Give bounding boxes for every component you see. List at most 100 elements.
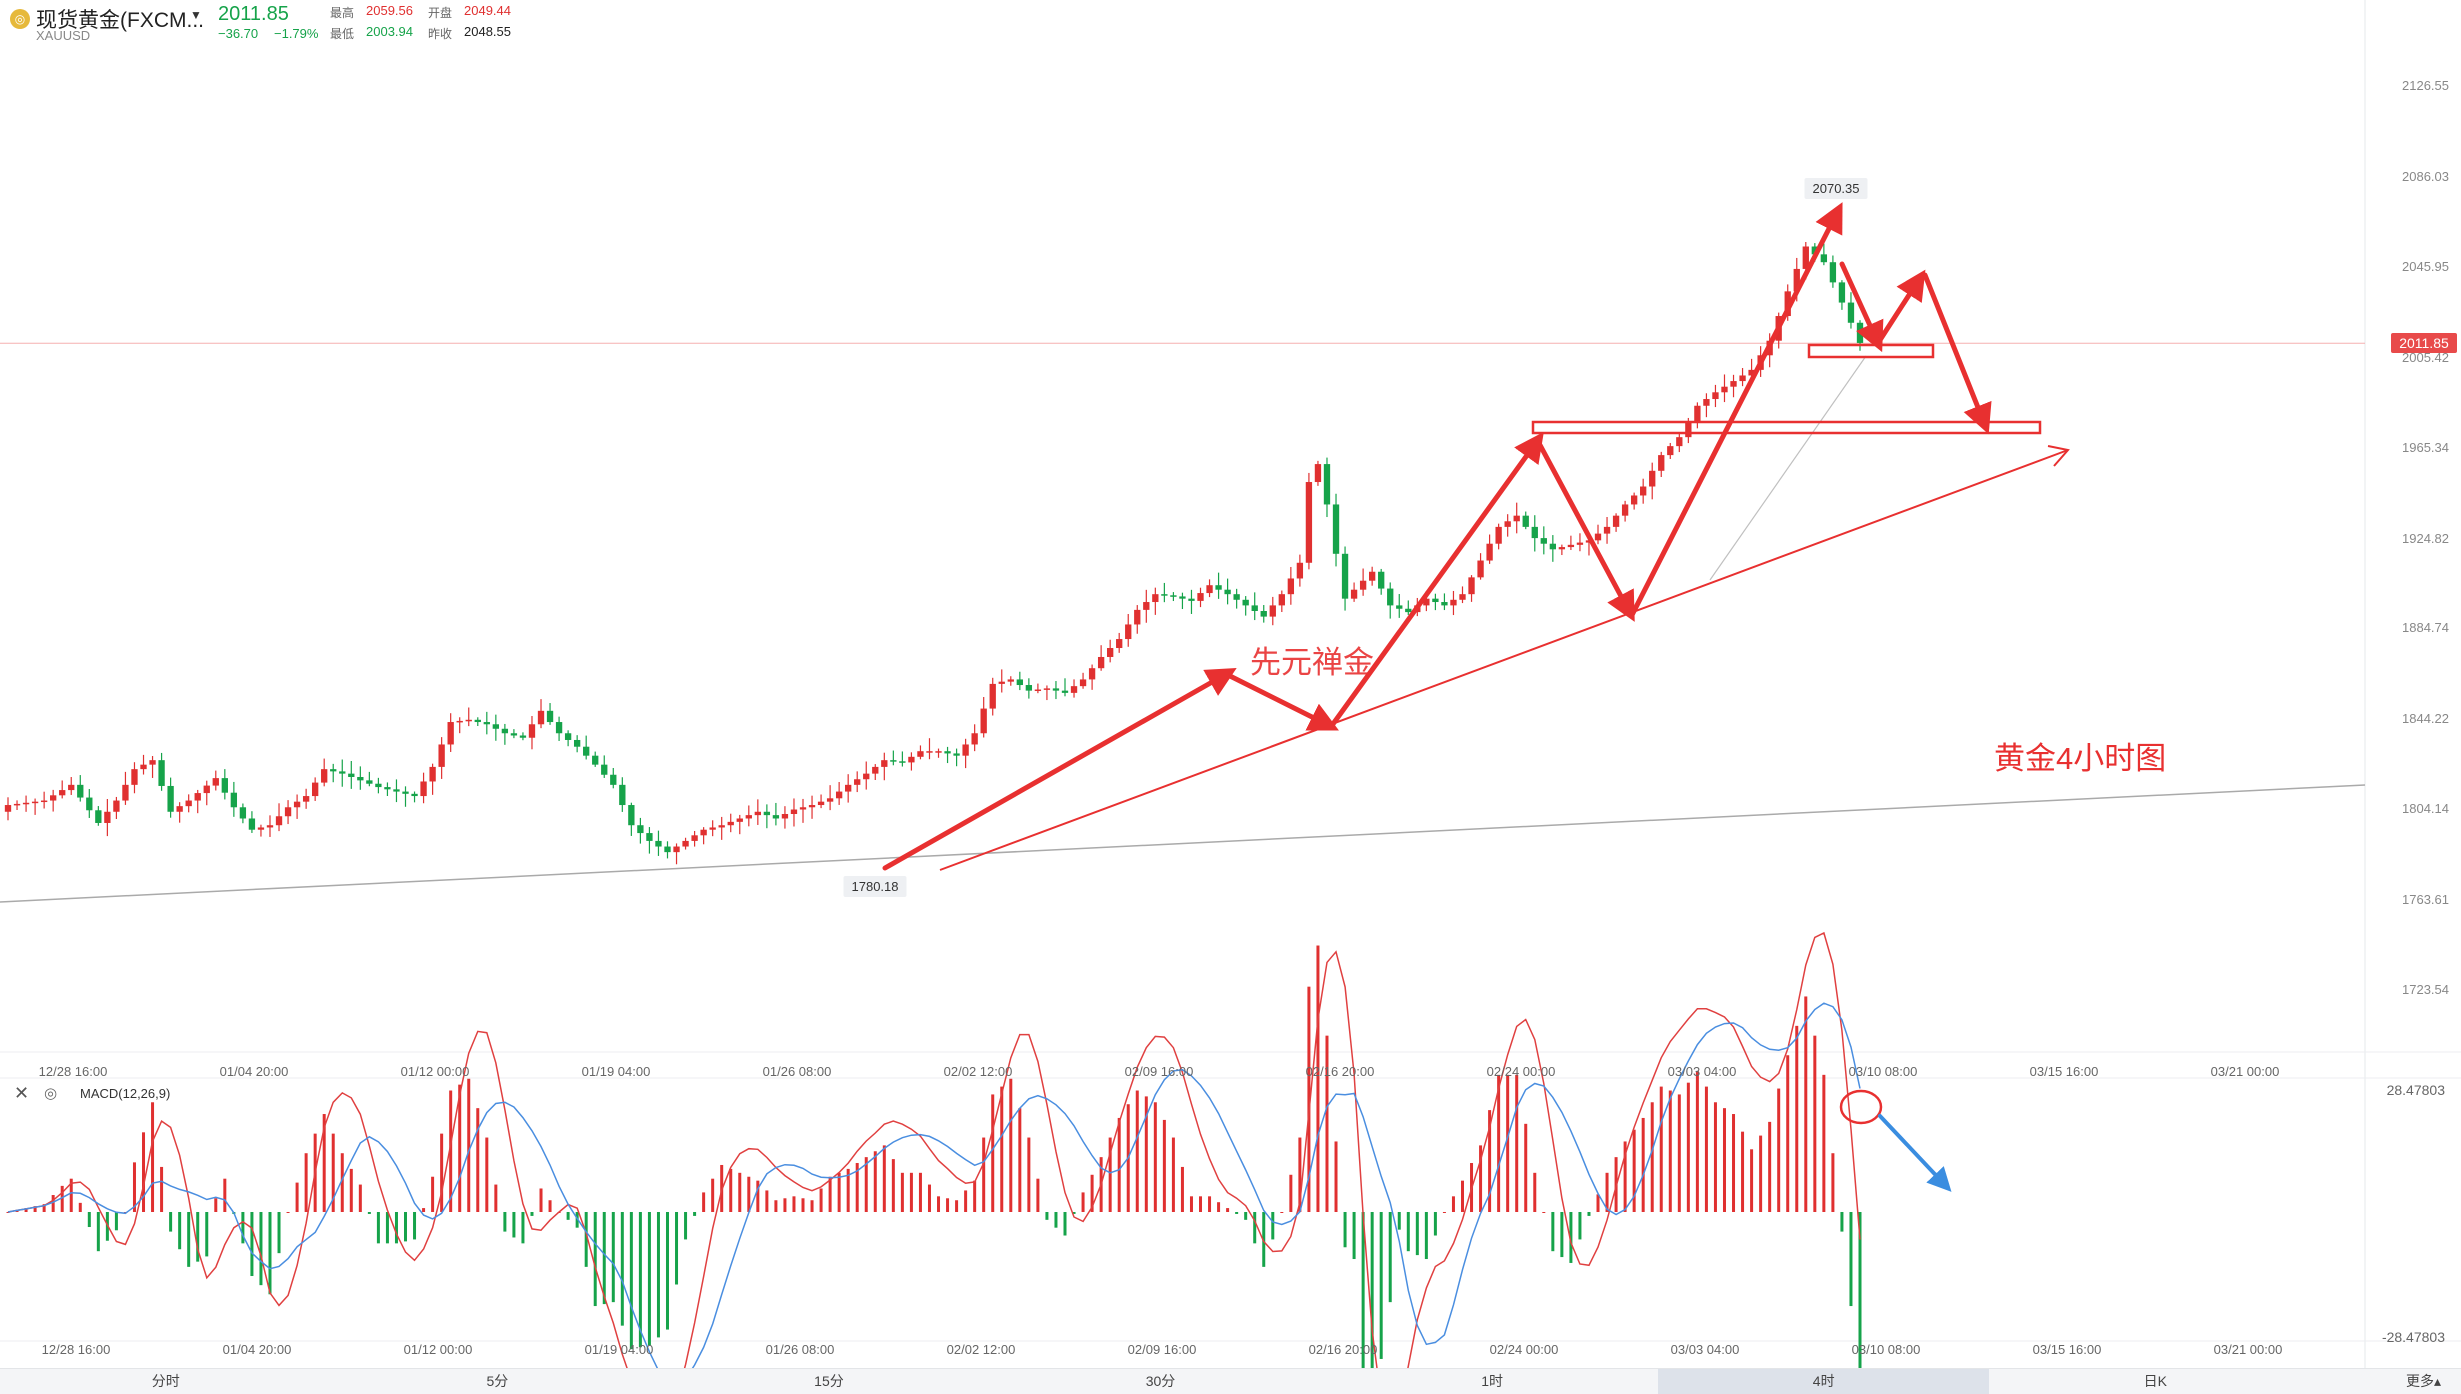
macd-histogram-bar bbox=[548, 1200, 552, 1212]
macd-histogram-bar bbox=[1713, 1102, 1717, 1212]
macd-histogram-bar bbox=[1677, 1094, 1681, 1212]
candle-body bbox=[1748, 369, 1755, 376]
macd-histogram-bar bbox=[33, 1206, 37, 1212]
candle-body bbox=[393, 789, 400, 792]
candle-body bbox=[1621, 504, 1629, 516]
candle-body bbox=[1495, 526, 1502, 544]
macd-histogram-bar bbox=[322, 1114, 326, 1212]
macd-histogram-bar bbox=[684, 1212, 688, 1240]
low-value: 2003.94 bbox=[366, 24, 413, 39]
chart-label: 黄金4小时图 bbox=[1994, 741, 2167, 776]
symbol-name[interactable]: 现货黄金(FXCM... bbox=[36, 9, 204, 32]
macd-histogram-bar bbox=[60, 1185, 64, 1212]
candle-body bbox=[104, 811, 111, 823]
macd-histogram-bar bbox=[1235, 1212, 1239, 1214]
candle-body bbox=[899, 761, 906, 763]
macd-histogram-bar bbox=[801, 1198, 805, 1212]
prev-close-label: 昨收 bbox=[428, 27, 453, 41]
time-tick-label: 01/12 00:00 bbox=[403, 1342, 473, 1357]
candle-body bbox=[1350, 589, 1358, 599]
eye-icon[interactable]: ◎ bbox=[44, 1085, 58, 1102]
candle-body bbox=[492, 724, 500, 729]
long-trend-line bbox=[0, 784, 2366, 903]
candle-body bbox=[1170, 595, 1177, 597]
candle-body bbox=[1658, 455, 1665, 471]
time-tick-label: 03/10 08:00 bbox=[1848, 1064, 1918, 1079]
macd-histogram-bar bbox=[1162, 1119, 1166, 1212]
macd-histogram-bar bbox=[1831, 1153, 1835, 1212]
macd-histogram-bar bbox=[114, 1212, 118, 1231]
candle-body bbox=[655, 840, 662, 847]
candle-body bbox=[980, 708, 987, 734]
macd-histogram-bar bbox=[1704, 1086, 1708, 1212]
candle-body bbox=[1368, 571, 1376, 581]
macd-histogram-bar bbox=[1316, 945, 1320, 1212]
macd-slow-line bbox=[7, 1002, 1861, 1368]
low-label: 最低 bbox=[330, 27, 355, 41]
macd-histogram-bar bbox=[729, 1168, 733, 1212]
candle-body bbox=[131, 769, 138, 785]
macd-histogram-bar bbox=[1072, 1212, 1076, 1214]
tab-timeshare[interactable]: 分时 bbox=[151, 1373, 180, 1389]
candle-body bbox=[4, 805, 12, 812]
close-icon[interactable]: ✕ bbox=[14, 1083, 30, 1103]
candle-body bbox=[68, 784, 75, 791]
candle-body bbox=[727, 821, 734, 826]
candle-body bbox=[1314, 464, 1322, 483]
candle-body bbox=[1251, 605, 1258, 612]
symbol-header: ◎ 现货黄金(FXCM... ▼ XAUUSD 2011.85 −36.70 −… bbox=[0, 0, 900, 48]
macd-histogram-bar bbox=[647, 1212, 651, 1346]
candle-body bbox=[176, 806, 183, 812]
candle-body bbox=[284, 807, 292, 817]
macd-histogram-bar bbox=[96, 1212, 100, 1252]
last-price: 2011.85 bbox=[218, 3, 289, 25]
macd-histogram-bar bbox=[1858, 1212, 1862, 1368]
macd-histogram-bar bbox=[593, 1212, 597, 1307]
candle-body bbox=[384, 787, 391, 790]
candle-body bbox=[1793, 268, 1800, 292]
macd-histogram-bar bbox=[1244, 1212, 1248, 1220]
chevron-down-icon[interactable]: ▼ bbox=[190, 8, 202, 22]
candle-body bbox=[1206, 585, 1213, 594]
macd-histogram-bar bbox=[1759, 1135, 1763, 1212]
candle-body bbox=[59, 790, 66, 796]
candle-body bbox=[1450, 599, 1457, 606]
macd-histogram-bar bbox=[1777, 1088, 1781, 1212]
candle-body bbox=[1378, 571, 1385, 589]
tab-15min[interactable]: 15分 bbox=[814, 1373, 844, 1389]
support-trend-line bbox=[939, 449, 2069, 871]
macd-histogram-bar bbox=[1424, 1212, 1428, 1260]
candle-body bbox=[1594, 533, 1602, 541]
candle-body bbox=[1034, 689, 1042, 692]
time-tick-label: 01/26 08:00 bbox=[765, 1342, 835, 1357]
macd-histogram-bar bbox=[1289, 1174, 1293, 1212]
candle-body bbox=[1387, 588, 1394, 606]
candle-body bbox=[1504, 521, 1511, 527]
candle-body bbox=[1730, 381, 1737, 387]
candle-body bbox=[736, 818, 743, 822]
candle-body bbox=[1784, 291, 1791, 317]
tab-4hour[interactable]: 4时 bbox=[1657, 1369, 1990, 1394]
tab-daily[interactable]: 日K bbox=[2143, 1373, 2167, 1389]
open-value: 2049.44 bbox=[464, 3, 511, 18]
macd-histogram-bar bbox=[1054, 1212, 1058, 1228]
macd-histogram-bar bbox=[846, 1168, 850, 1212]
tab-5min[interactable]: 5分 bbox=[486, 1373, 509, 1389]
candle-body bbox=[646, 833, 653, 841]
candle-body bbox=[908, 756, 915, 763]
macd-histogram-bar bbox=[1542, 1212, 1546, 1213]
candle-body bbox=[528, 724, 536, 738]
prev-close-value: 2048.55 bbox=[464, 24, 511, 39]
macd-histogram-bar bbox=[1370, 1212, 1374, 1368]
candle-body bbox=[1802, 246, 1809, 269]
candle-body bbox=[348, 773, 355, 777]
macd-histogram-bar bbox=[738, 1172, 742, 1212]
candle-body bbox=[321, 769, 328, 783]
tab-1hour[interactable]: 1时 bbox=[1481, 1373, 1503, 1389]
tab-30min[interactable]: 30分 bbox=[1145, 1373, 1176, 1389]
candle-body bbox=[113, 800, 120, 812]
macd-fast-line bbox=[7, 931, 1861, 1368]
more-button[interactable]: 更多▴ bbox=[2406, 1373, 2442, 1389]
candle-body bbox=[1540, 538, 1547, 544]
